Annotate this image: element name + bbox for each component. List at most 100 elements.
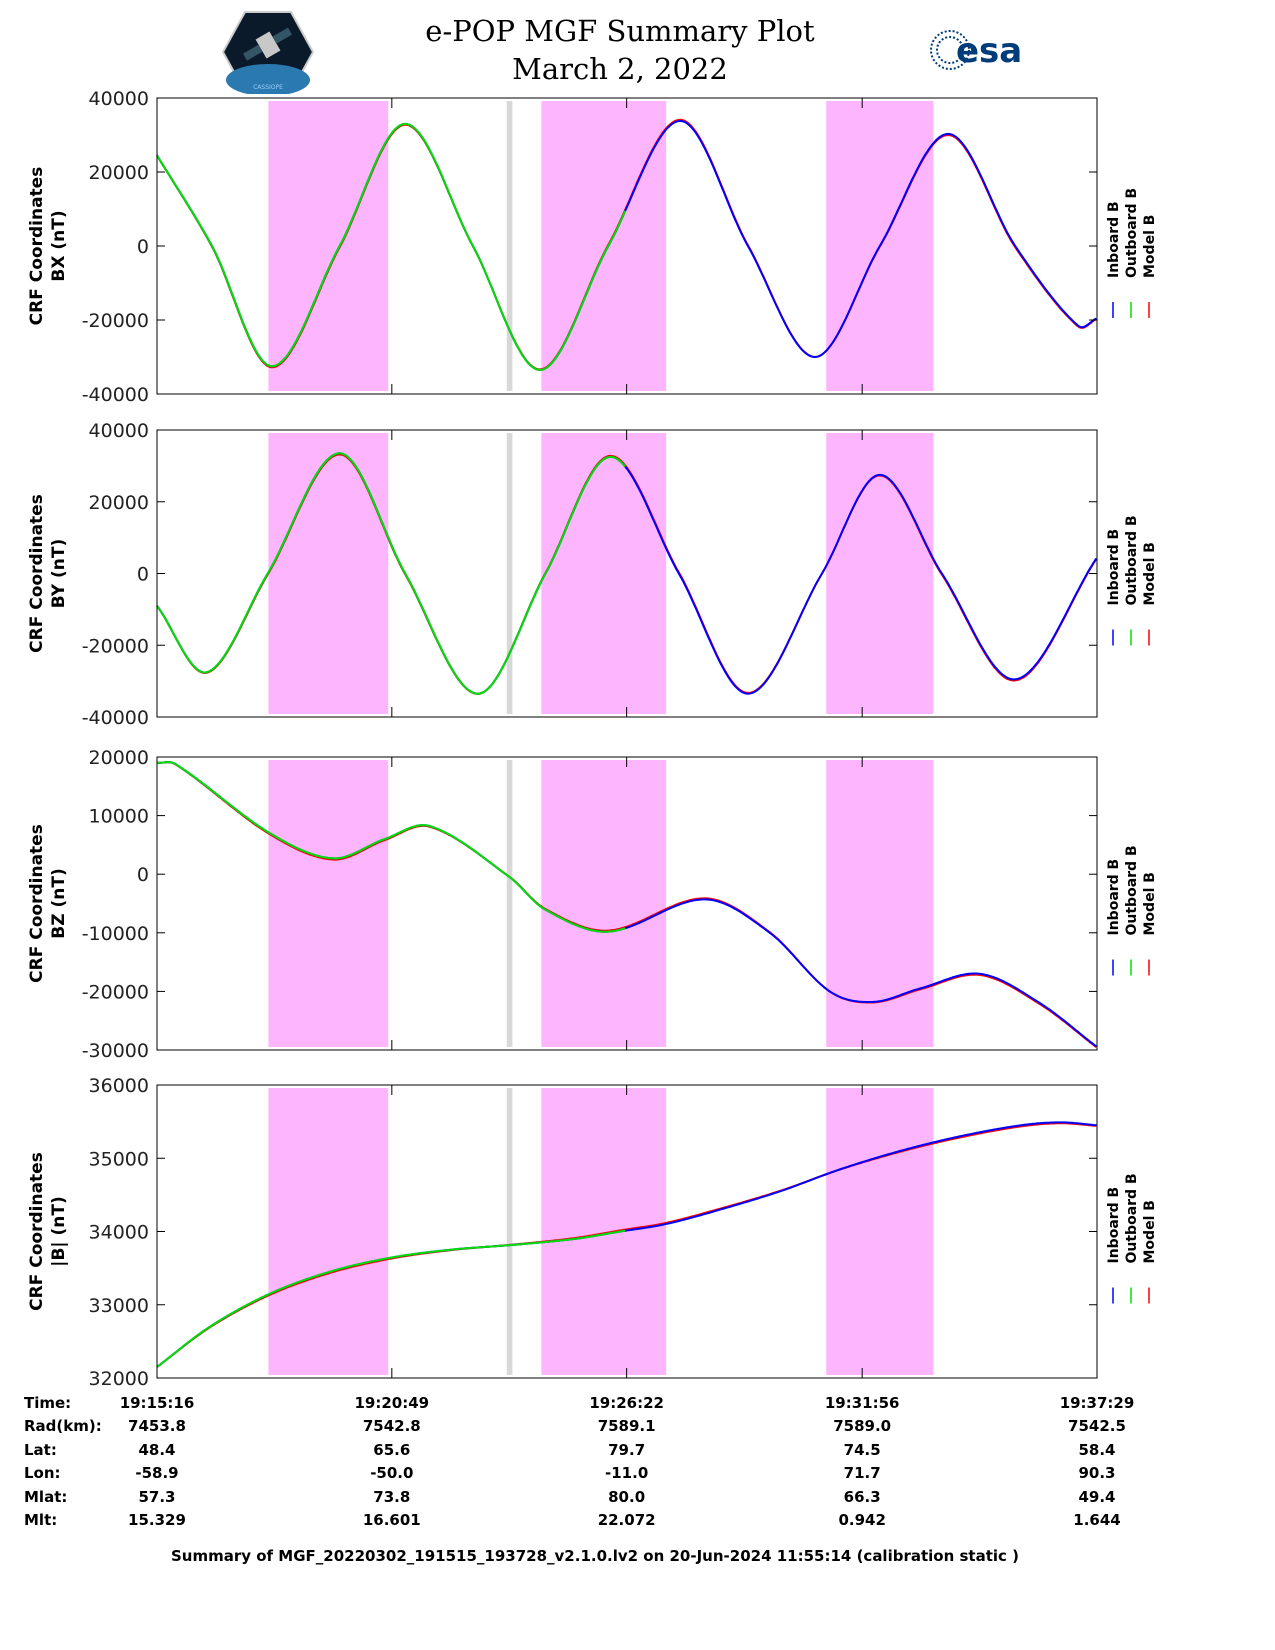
table-cell: 7542.5 [1068,1417,1126,1435]
shaded-interval [268,760,389,1047]
y-tick-label: -10000 [82,923,149,945]
esa-logo: esa [928,28,1040,72]
y-axis-label: CRF Coordinates |B| (nT) [27,1152,69,1311]
table-cell: 74.5 [843,1441,881,1459]
y-tick-label: -40000 [82,384,149,406]
series-line-outboard-b [157,761,626,933]
y-axis-label: CRF Coordinates BY (nT) [27,494,69,653]
table-cell: 19:15:16 [119,1394,195,1412]
shaded-interval [541,433,667,714]
table-cell: 90.3 [1078,1464,1116,1482]
table-cell: 49.4 [1078,1488,1116,1506]
shaded-interval [826,433,934,714]
series-line-outboard-b [156,1229,626,1368]
legend-label: Inboard B [1106,529,1122,606]
y-tick-label: 32000 [89,1368,149,1390]
shaded-interval [268,433,389,714]
table-row-label: Lon: [24,1464,61,1482]
y-tick-label: 20000 [89,747,149,769]
y-tick-label: 0 [137,564,149,586]
y-tick-label: 33000 [89,1295,149,1317]
legend-label: Outboard B [1124,845,1140,935]
plot-title: e-POP MGF Summary Plot March 2, 2022 [420,12,820,88]
table-cell: 79.7 [608,1441,646,1459]
legend-label: Outboard B [1124,1173,1140,1263]
table-cell: 7453.8 [128,1417,186,1435]
legend-label: Inboard B [1106,859,1122,936]
shaded-interval [268,1088,389,1375]
legend-label: Model B [1142,1200,1158,1263]
y-tick-label: -40000 [82,707,149,729]
y-tick-label: 20000 [89,162,149,184]
panel-3: 20000 10000 0 -10000 -20000 -30000 CRF Coordin… [27,747,1158,1062]
table-cell: 19:20:49 [354,1394,430,1412]
y-axis-label-line: CRF Coordinates [27,494,47,653]
table-row-label: Lat: [24,1441,57,1459]
panel-4: 36000 35000 34000 33000 32000 CRF Coordinates… [27,1075,1158,1390]
y-axis-label-line: CRF Coordinates [27,167,47,326]
y-axis-label-line: |B| (nT) [49,1196,69,1267]
shaded-interval [826,1088,934,1375]
table-cell: 19:37:29 [1059,1394,1135,1412]
table-cell: 16.601 [362,1511,421,1529]
legend-label: Inboard B [1106,201,1122,278]
y-axis-label-line: CRF Coordinates [27,1152,47,1311]
table-cell: 7542.8 [362,1417,421,1435]
y-axis-label-line: CRF Coordinates [27,824,47,983]
y-axis-label-line: BZ (nT) [49,868,69,938]
y-tick-label: 36000 [89,1075,149,1097]
data-gap-bar [506,1088,513,1375]
y-tick-label: 10000 [89,806,149,828]
data-gap-bar [506,101,513,391]
y-tick-label: -30000 [82,1040,149,1062]
logo-text: CASSIOPE [253,84,283,91]
table-row-label: Time: [24,1394,72,1412]
table-cell: 48.4 [138,1441,176,1459]
legend-label: Model B [1142,215,1158,278]
table-row-label: Mlat: [24,1488,68,1506]
shaded-interval [541,1088,667,1375]
footer-caption: Summary of MGF_20220302_191515_193728_v2… [170,1547,1019,1565]
title-text: e-POP MGF Summary Plot [425,14,815,48]
y-tick-label: -20000 [82,635,149,657]
table-cell: 80.0 [608,1488,646,1506]
table-cell: 58.4 [1078,1441,1116,1459]
table-cell: 0.942 [838,1511,886,1529]
legend-label: Inboard B [1106,1187,1122,1264]
table-cell: 7589.1 [597,1417,656,1435]
table-row-label: Rad(km): [24,1417,102,1435]
table-cell: 22.072 [597,1511,656,1529]
shaded-interval [268,101,389,391]
title-date: March 2, 2022 [512,52,728,86]
shaded-interval [541,760,667,1047]
y-tick-label: 0 [137,864,149,886]
table-cell: -11.0 [605,1464,649,1482]
svg-text:esa: esa [956,31,1022,71]
series-line-outboard-b [156,452,626,695]
cassiope-mission-logo: CASSIOPE [221,10,315,96]
y-tick-label: -20000 [82,310,149,332]
panel-1: 40000 20000 0 -20000 -40000 CRF Coordinates BX… [27,88,1158,406]
y-axis-label: CRF Coordinates BZ (nT) [27,824,69,983]
table-cell: 7589.0 [833,1417,892,1435]
data-gap-bar [506,760,513,1047]
table-cell: 19:31:56 [824,1394,900,1412]
series-line-outboard-b [156,122,627,371]
y-axis-label-line: BX (nT) [49,210,69,281]
y-tick-label: 40000 [89,88,149,110]
table-cell: 19:26:22 [589,1394,664,1412]
table-cell: 71.7 [843,1464,881,1482]
table-cell: 57.3 [138,1488,176,1506]
y-tick-label: -20000 [82,981,149,1003]
shaded-interval [826,760,934,1047]
data-gap-bar [506,433,513,714]
y-tick-label: 35000 [89,1148,149,1170]
y-axis-label-line: BY (nT) [49,539,69,609]
shaded-interval [541,101,667,391]
legend-label: Model B [1142,542,1158,605]
legend-label: Outboard B [1124,515,1140,605]
table-cell: -50.0 [370,1464,414,1482]
panel-2: 40000 20000 0 -20000 -40000 CRF Coordinates BY… [27,420,1158,729]
